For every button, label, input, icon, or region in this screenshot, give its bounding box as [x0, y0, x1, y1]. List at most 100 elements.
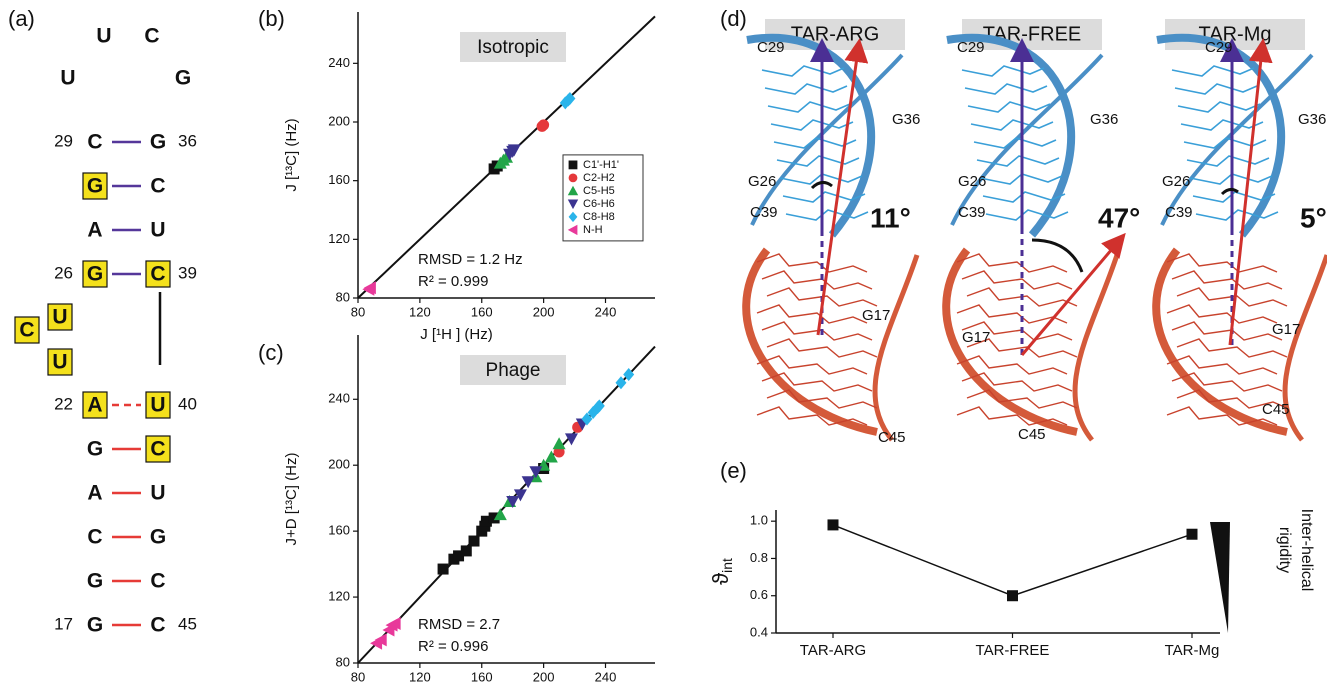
title-box [765, 19, 905, 50]
title-box [460, 32, 566, 62]
helix-ribbon [1282, 254, 1327, 442]
x-tick-label: 240 [595, 304, 617, 319]
helix-axis-arrow [816, 38, 869, 336]
data-point [468, 535, 480, 547]
y-tick-label: 80 [336, 654, 350, 669]
helix-bases [961, 65, 1045, 77]
data-point [615, 376, 627, 390]
helix-bases [776, 155, 860, 167]
x-tick-label: 80 [351, 304, 365, 319]
residue-label: C29 [957, 39, 985, 56]
data-point [488, 512, 500, 524]
helix-bases [1176, 389, 1288, 409]
y-tick-label: 120 [328, 589, 350, 604]
nucleotide-box [14, 316, 40, 344]
x-tick-label: 160 [471, 669, 493, 684]
residue-number: 17 [54, 614, 73, 633]
data-point [374, 633, 387, 647]
x-tick-label: 200 [533, 304, 555, 319]
helix-bases [756, 406, 868, 426]
helix-bases [1177, 101, 1261, 113]
angle-arc [1031, 238, 1084, 273]
residue-number: 29 [54, 131, 73, 150]
helix-bases [1183, 137, 1267, 149]
legend-marker [567, 224, 578, 236]
helix-bases [1171, 372, 1283, 392]
x-tick-label: 120 [409, 669, 431, 684]
y-tick-label: 200 [328, 113, 350, 128]
nucleotide: G [87, 614, 103, 637]
bend-angle: 47° [1098, 202, 1140, 233]
rigidity-wedge [1210, 522, 1230, 633]
helix-ribbon [742, 247, 878, 436]
data-point [552, 437, 566, 450]
residue-label: C39 [1165, 204, 1193, 221]
data-point [827, 519, 839, 531]
x-tick-label: 240 [595, 669, 617, 684]
nucleotide: U [52, 351, 67, 374]
legend-label: C8-H8 [583, 211, 615, 223]
nucleotide: C [150, 175, 165, 198]
residue-number: 39 [178, 263, 197, 282]
data-point [480, 515, 492, 527]
helix-bases [782, 191, 866, 203]
residue-number: 36 [178, 131, 197, 150]
x-tick-label: TAR-Mg [1165, 642, 1220, 659]
y-axis-label-sub: int [719, 558, 735, 573]
data-point [493, 508, 507, 521]
y-axis-label: J+D [¹³C] (Hz) [283, 453, 300, 546]
nucleotide: C [150, 570, 165, 593]
helix-ribbon [950, 53, 1104, 226]
data-point [506, 495, 520, 508]
nucleotide: U [96, 25, 111, 48]
helix-bases [956, 355, 1068, 375]
data-point [507, 144, 521, 157]
nucleotide: C [87, 526, 102, 549]
residue-label: C29 [757, 39, 785, 56]
helix-ribbon [1152, 247, 1288, 436]
helix-bases [964, 83, 1048, 95]
helix-bases [970, 119, 1054, 131]
helix-bases [1171, 321, 1283, 341]
helix-bases [1176, 338, 1288, 358]
helix-bases [956, 253, 1068, 273]
data-point [1186, 528, 1198, 540]
residue-label: G26 [1162, 173, 1190, 190]
helix-bases [761, 65, 845, 77]
helix-bases [767, 101, 851, 113]
y-tick-label: 200 [328, 457, 350, 472]
nucleotide-box [82, 172, 108, 200]
angle-arc [1220, 187, 1239, 196]
helix-bases [756, 304, 868, 324]
legend-label: C2-H2 [583, 172, 615, 184]
helix-bases [1171, 270, 1283, 290]
helix-ribbon [942, 247, 1078, 436]
helix-bases [766, 389, 878, 409]
panel-label: (a) [8, 6, 35, 31]
y-tick-label: 0.8 [750, 550, 768, 565]
helix-bases [1174, 83, 1258, 95]
legend-label: N-H [583, 224, 603, 236]
nucleotide: G [87, 175, 103, 198]
helix-bases [1176, 287, 1288, 307]
y-axis-label-main: ϑ [708, 573, 733, 585]
helix-bases [967, 101, 1051, 113]
nucleotide-box [145, 260, 171, 288]
residue-number: 26 [54, 263, 73, 282]
x-tick-label: TAR-FREE [976, 642, 1050, 659]
y-tick-label: 160 [328, 172, 350, 187]
nucleotide: G [150, 131, 166, 154]
x-axis-label: J [¹H ] (Hz) [420, 326, 493, 343]
nucleotide: U [150, 219, 165, 242]
chart-title: Isotropic [477, 37, 549, 58]
nucleotide: C [150, 263, 165, 286]
residue-label: C39 [750, 204, 778, 221]
helix-bases [1166, 253, 1278, 273]
helix-bases [773, 137, 857, 149]
helix-bases [1195, 209, 1279, 221]
helix-bases [1171, 65, 1255, 77]
data-point [544, 450, 558, 463]
data-point [564, 92, 576, 106]
helix-bases [985, 209, 1069, 221]
panel-label: (d) [720, 6, 747, 31]
